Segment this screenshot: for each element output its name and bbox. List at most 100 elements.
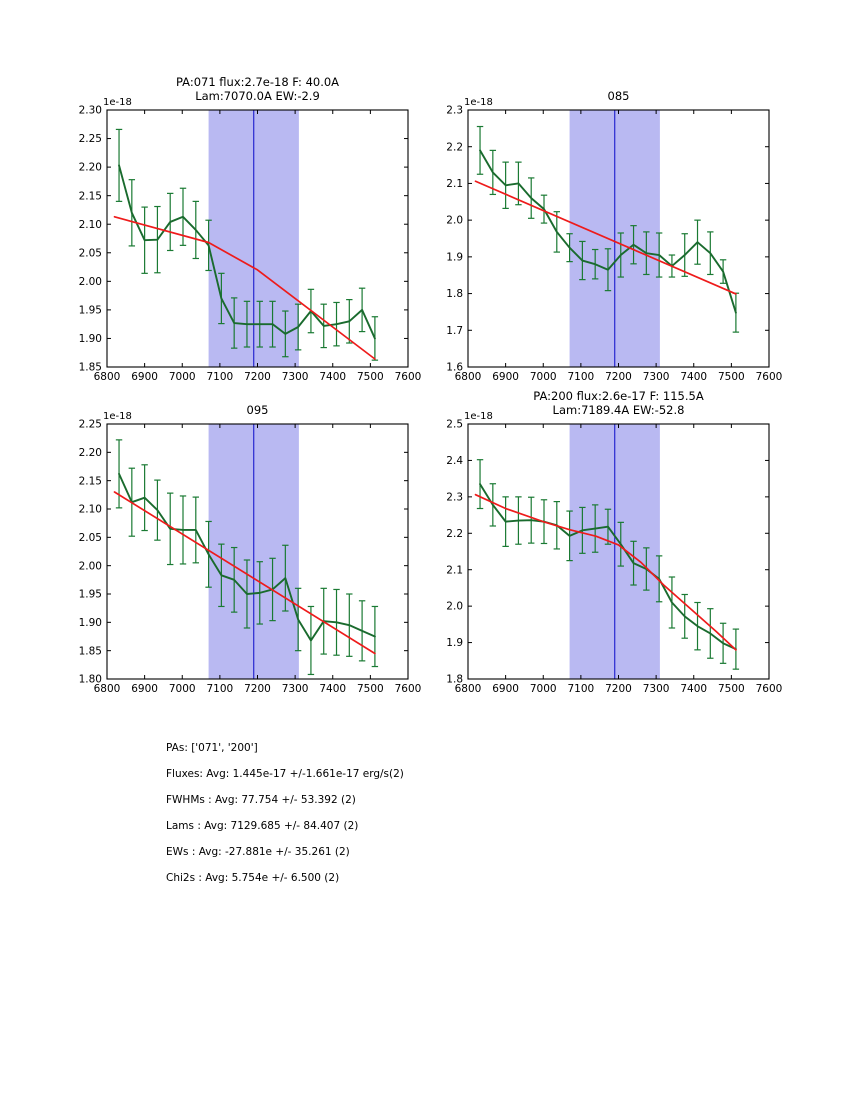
y-tick-label: 2.30 (79, 105, 102, 117)
panel-title-line: 095 (247, 403, 269, 417)
y-tick-label: 2.4 (446, 455, 463, 467)
x-tick-label: 7300 (643, 371, 670, 383)
x-tick-label: 7600 (756, 683, 783, 695)
x-tick-label: 7500 (357, 371, 384, 383)
y-tick-label: 1.95 (79, 304, 102, 316)
fit-line-continuum (474, 493, 737, 651)
spectrum-data-line (118, 472, 376, 642)
y-tick-label: 2.25 (79, 419, 102, 431)
x-tick-label: 7300 (282, 371, 309, 383)
y-tick-label: 2.2 (446, 528, 463, 540)
axis-offset-text: 1e-18 (464, 411, 493, 422)
x-tick-label: 7000 (169, 371, 196, 383)
y-tick-label: 2.15 (79, 190, 102, 202)
x-tick-label: 7200 (244, 371, 271, 383)
spectrum-data-line (479, 483, 737, 651)
x-tick-label: 7000 (530, 371, 557, 383)
summary-line: Chi2s : Avg: 5.754e +/- 6.500 (2) (166, 872, 339, 884)
y-tick-label: 1.85 (79, 362, 102, 374)
y-tick-label: 2.10 (79, 219, 102, 231)
y-tick-label: 2.2 (446, 141, 463, 153)
x-tick-label: 7500 (718, 683, 745, 695)
chart-panel-071: PA:071 flux:2.7e-18 F: 40.0ALam:7070.0A … (79, 75, 422, 383)
y-tick-label: 2.3 (446, 491, 463, 503)
x-tick-label: 7400 (680, 371, 707, 383)
y-tick-label: 1.6 (446, 362, 463, 374)
x-tick-label: 7400 (680, 683, 707, 695)
summary-line: FWHMs : Avg: 77.754 +/- 53.392 (2) (166, 794, 356, 806)
summary-line: EWs : Avg: -27.881e +/- 35.261 (2) (166, 846, 350, 858)
x-tick-label: 7200 (605, 683, 632, 695)
summary-line: Lams : Avg: 7129.685 +/- 84.407 (2) (166, 820, 358, 832)
x-tick-label: 7200 (605, 371, 632, 383)
x-tick-label: 7100 (568, 371, 595, 383)
y-tick-label: 1.80 (79, 674, 102, 686)
panel-title-line: 085 (608, 89, 630, 103)
chart-panel-085: 085 1e-18 6800 6900 7000 7100 7200 7300 7400 7500… (446, 89, 782, 383)
chart-panel-095: 095 1e-18 6800 6900 7000 7100 7200 7300 7400 7500… (79, 403, 422, 695)
x-tick-label: 7000 (530, 683, 557, 695)
x-tick-label: 7000 (169, 683, 196, 695)
x-tick-label: 7400 (319, 683, 346, 695)
x-tick-label: 7300 (282, 683, 309, 695)
x-tick-label: 7500 (718, 371, 745, 383)
x-tick-label: 7200 (244, 683, 271, 695)
x-tick-label: 6900 (131, 683, 158, 695)
error-bars (115, 439, 379, 676)
axis-offset-text: 1e-18 (464, 97, 493, 108)
x-tick-label: 6800 (94, 371, 121, 383)
y-tick-label: 2.3 (446, 105, 463, 117)
x-tick-label: 7600 (756, 371, 783, 383)
x-tick-label: 6900 (492, 371, 519, 383)
summary-line: PAs: ['071', '200'] (166, 742, 258, 754)
y-tick-label: 2.15 (79, 475, 102, 487)
y-tick-label: 1.7 (446, 325, 463, 337)
panel-title-line: PA:200 flux:2.6e-17 F: 115.5A (533, 389, 704, 403)
axis-offset-text: 1e-18 (103, 411, 132, 422)
spectrum-data-line (118, 164, 376, 340)
y-tick-label: 2.1 (446, 178, 463, 190)
y-tick-label: 2.10 (79, 504, 102, 516)
y-tick-label: 2.0 (446, 601, 463, 613)
x-tick-label: 7100 (207, 371, 234, 383)
y-tick-label: 2.20 (79, 162, 102, 174)
panel-title-line: Lam:7070.0A EW:-2.9 (195, 89, 320, 103)
axis-offset-text: 1e-18 (103, 97, 132, 108)
x-tick-label: 7300 (643, 683, 670, 695)
summary-statistics-block: PAs: ['071', '200'] Fluxes: Avg: 1.445e-1… (166, 742, 404, 884)
x-tick-label: 7500 (357, 683, 384, 695)
y-tick-label: 1.8 (446, 288, 463, 300)
y-tick-label: 1.90 (79, 617, 102, 629)
fit-line-continuum (113, 215, 376, 360)
summary-line: Fluxes: Avg: 1.445e-17 +/-1.661e-17 erg/… (166, 768, 404, 780)
spectrum-data-line (479, 149, 737, 314)
y-tick-label: 2.00 (79, 560, 102, 572)
x-tick-label: 6800 (455, 683, 482, 695)
x-tick-label: 6800 (94, 683, 121, 695)
y-tick-label: 2.25 (79, 133, 102, 145)
x-tick-label: 7100 (568, 683, 595, 695)
y-tick-label: 2.05 (79, 532, 102, 544)
panel-title-line: PA:071 flux:2.7e-18 F: 40.0A (176, 75, 339, 89)
y-tick-label: 1.9 (446, 637, 463, 649)
x-tick-label: 7600 (395, 371, 422, 383)
y-tick-label: 2.1 (446, 564, 463, 576)
y-tick-label: 1.8 (446, 674, 463, 686)
x-tick-label: 7400 (319, 371, 346, 383)
y-tick-label: 1.9 (446, 251, 463, 263)
y-tick-label: 2.0 (446, 215, 463, 227)
y-tick-label: 1.90 (79, 333, 102, 345)
x-tick-label: 7600 (395, 683, 422, 695)
fit-line-continuum (474, 180, 737, 295)
y-tick-label: 2.20 (79, 447, 102, 459)
x-tick-label: 6900 (131, 371, 158, 383)
x-tick-label: 6800 (455, 371, 482, 383)
y-tick-label: 1.95 (79, 589, 102, 601)
y-tick-label: 2.00 (79, 276, 102, 288)
fit-line-continuum (113, 491, 376, 655)
y-tick-label: 1.85 (79, 645, 102, 657)
y-tick-label: 2.5 (446, 419, 463, 431)
x-tick-label: 7100 (207, 683, 234, 695)
